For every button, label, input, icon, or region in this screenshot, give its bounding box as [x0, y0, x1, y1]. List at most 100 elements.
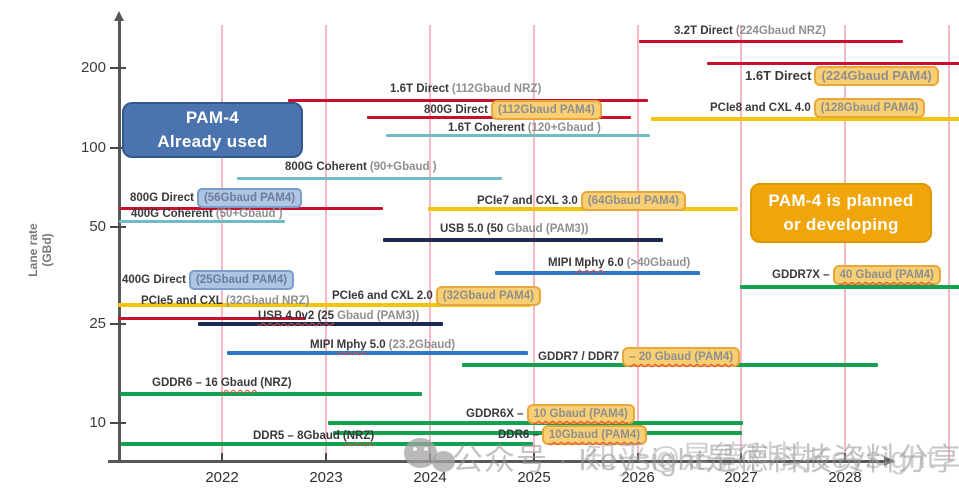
label-text: GDDR6X – — [466, 408, 524, 420]
label-text: 1.6T Direct — [745, 68, 812, 83]
callout-text: PAM-4 is planned — [768, 191, 914, 210]
highlight-box: 40 Gbaud (PAM4) — [832, 265, 941, 285]
label-text: PCIe8 and CXL 4.0 — [710, 102, 811, 114]
x-tick-label: 2025 — [517, 469, 551, 486]
label-text: 400G Coherent — [131, 208, 213, 220]
x-tick-label: 2022 — [205, 469, 239, 486]
highlight-box: (224Gbaud PAM4) — [814, 66, 939, 86]
callout-text: or developing — [783, 215, 899, 234]
label-text: 5.0 — [369, 339, 386, 351]
x-tick-label: 2028 — [828, 469, 862, 486]
series-label: 3.2T Direct (224Gbaud NRZ) — [674, 24, 826, 38]
series-label: USB 5.0 (50 Gbaud (PAM3)) — [440, 222, 588, 236]
highlight-box: (25Gbaud PAM4) — [188, 270, 295, 290]
label-text: Gbaud (PAM3)) — [506, 223, 589, 235]
y-axis-line — [118, 20, 121, 462]
series-label: 800G Coherent (90+Gbaud ) — [285, 160, 437, 174]
label-text: Gbaud — [220, 377, 258, 389]
highlight-box: 10 Gbaud (PAM4) — [526, 404, 635, 424]
series-line — [495, 271, 700, 275]
series-label: MIPI Mphy 5.0 (23.2Gbaud) — [310, 338, 455, 352]
x-tick — [221, 453, 223, 461]
series-line — [383, 238, 663, 242]
series-label: 400G Direct (25Gbaud PAM4) — [122, 270, 295, 290]
label-text: (90+Gbaud ) — [369, 161, 437, 173]
series-label: 1.6T Direct (224Gbaud PAM4) — [745, 66, 939, 86]
highlight-box: (32Gbaud PAM4) — [435, 286, 541, 306]
label-text: MIPI — [310, 339, 334, 351]
label-text: (224Gbaud NRZ) — [735, 25, 826, 37]
label-text: MIPI — [548, 257, 572, 269]
y-tick — [110, 323, 126, 325]
x-tick-label: 2024 — [413, 469, 447, 486]
x-tick — [740, 453, 742, 461]
year-gridline — [429, 25, 431, 461]
wechat-icon-small-bubble — [432, 451, 455, 472]
series-line — [118, 303, 383, 307]
year-gridline — [740, 25, 742, 461]
series-line — [121, 442, 533, 446]
label-text: (23.2Gbaud) — [388, 339, 456, 351]
series-line — [120, 392, 422, 396]
highlight-box: – 20 Gbaud (PAM4) — [622, 347, 741, 367]
highlight-box: (128Gbaud PAM4) — [813, 98, 926, 118]
series-label: PCIe6 and CXL 2.0 (32Gbaud PAM4) — [332, 286, 541, 306]
label-text: 1.6T Coherent — [448, 122, 525, 134]
label-text: GDDR6 – 16 — [152, 377, 218, 389]
x-axis-arrow-icon — [884, 455, 895, 466]
x-tick-label: 2023 — [309, 469, 343, 486]
series-line — [639, 40, 903, 43]
series-label: GDDR6X –10 Gbaud (PAM4) — [466, 404, 635, 424]
label-text: DDR5 – 8Gbaud — [253, 430, 340, 442]
label-text: PCIe5 and CXL — [141, 295, 223, 307]
series-line — [707, 62, 959, 65]
series-label: PCIe8 and CXL 4.0 (128Gbaud PAM4) — [710, 98, 926, 118]
label-text: (112Gbaud NRZ) — [451, 83, 542, 95]
label-text: PCIe7 and CXL 3.0 — [477, 195, 578, 207]
series-line — [227, 351, 528, 355]
y-tick — [110, 226, 126, 228]
series-label: USB 4.0v2 (25 Gbaud (PAM3)) — [258, 309, 419, 323]
highlight-box: (56Gbaud PAM4) — [196, 188, 303, 208]
label-text: (50+Gbaud ) — [215, 208, 283, 220]
label-text: USB 5.0 (50 — [440, 223, 504, 235]
series-line — [237, 177, 502, 180]
label-text: USB 4.0v2 (25 — [258, 310, 335, 322]
label-text: 3.2T Direct — [674, 25, 733, 37]
series-label: 1.6T Direct (112Gbaud NRZ) — [390, 82, 541, 96]
label-text: 6.0 — [607, 257, 624, 269]
label-text: DDR6 – — [498, 429, 539, 441]
label-text: (120+Gbaud ) — [527, 122, 601, 134]
series-label: PCIe7 and CXL 3.0 (64Gbaud PAM4) — [477, 191, 686, 211]
series-label: PCIe5 and CXL (32Gbaud NRZ) — [141, 294, 310, 308]
callout-text: PAM-4 — [185, 108, 240, 127]
y-tick-label: 200 — [80, 59, 106, 76]
series-label: GDDR7X –40 Gbaud (PAM4) — [772, 265, 941, 285]
label-text: (>40Gbaud) — [626, 257, 691, 269]
x-tick — [325, 453, 327, 461]
series-line — [333, 431, 742, 435]
year-gridline — [221, 25, 223, 461]
label-text: (NRZ) — [260, 377, 292, 389]
y-tick-label: 50 — [89, 218, 106, 235]
year-gridline — [325, 25, 327, 461]
callout-text: Already used — [157, 132, 268, 151]
x-tick — [844, 453, 846, 461]
wechat-icon — [404, 438, 437, 468]
watermark-zhihu: 知乎@是德科技Keysight — [585, 440, 937, 475]
year-gridline — [948, 25, 950, 461]
y-tick-label: 10 — [89, 414, 106, 431]
year-gridline — [637, 25, 639, 461]
series-label: 800G Direct (56Gbaud PAM4) — [130, 188, 303, 208]
label-text: Mphy — [336, 339, 367, 351]
label-text: GDDR7X – — [772, 269, 830, 281]
series-line — [740, 285, 959, 289]
label-text: 1.6T Direct — [390, 83, 449, 95]
wechat-icon-eye — [413, 447, 417, 451]
label-text: (NRZ) — [342, 430, 375, 442]
watermark-wechat: 公众号 · Keysight是德科技资料分享 — [452, 442, 959, 477]
series-label: 400G Coherent (50+Gbaud ) — [131, 207, 283, 221]
highlight-box: (112Gbaud PAM4) — [490, 100, 602, 120]
